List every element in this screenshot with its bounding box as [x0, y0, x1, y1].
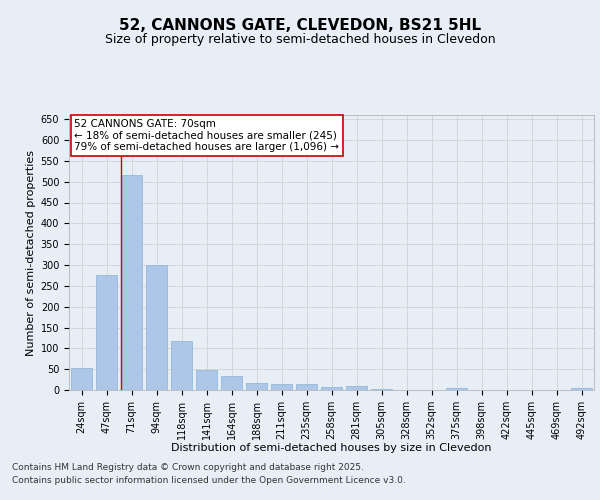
X-axis label: Distribution of semi-detached houses by size in Clevedon: Distribution of semi-detached houses by …	[171, 444, 492, 454]
Bar	[296, 384, 317, 390]
Y-axis label: Number of semi-detached properties: Number of semi-detached properties	[26, 150, 37, 356]
Bar	[146, 265, 167, 390]
Bar	[321, 386, 342, 390]
Text: 52, CANNONS GATE, CLEVEDON, BS21 5HL: 52, CANNONS GATE, CLEVEDON, BS21 5HL	[119, 18, 481, 32]
Bar	[246, 382, 267, 390]
Text: Contains HM Land Registry data © Crown copyright and database right 2025.: Contains HM Land Registry data © Crown c…	[12, 462, 364, 471]
Bar	[371, 389, 392, 390]
Text: 52 CANNONS GATE: 70sqm
← 18% of semi-detached houses are smaller (245)
79% of se: 52 CANNONS GATE: 70sqm ← 18% of semi-det…	[74, 119, 339, 152]
Bar	[171, 341, 192, 390]
Bar	[346, 386, 367, 390]
Bar	[221, 376, 242, 390]
Bar	[196, 370, 217, 390]
Bar	[121, 174, 142, 390]
Bar	[71, 368, 92, 390]
Bar	[571, 388, 592, 390]
Bar	[96, 274, 117, 390]
Text: Size of property relative to semi-detached houses in Clevedon: Size of property relative to semi-detach…	[104, 32, 496, 46]
Bar	[271, 384, 292, 390]
Text: Contains public sector information licensed under the Open Government Licence v3: Contains public sector information licen…	[12, 476, 406, 485]
Bar	[446, 388, 467, 390]
